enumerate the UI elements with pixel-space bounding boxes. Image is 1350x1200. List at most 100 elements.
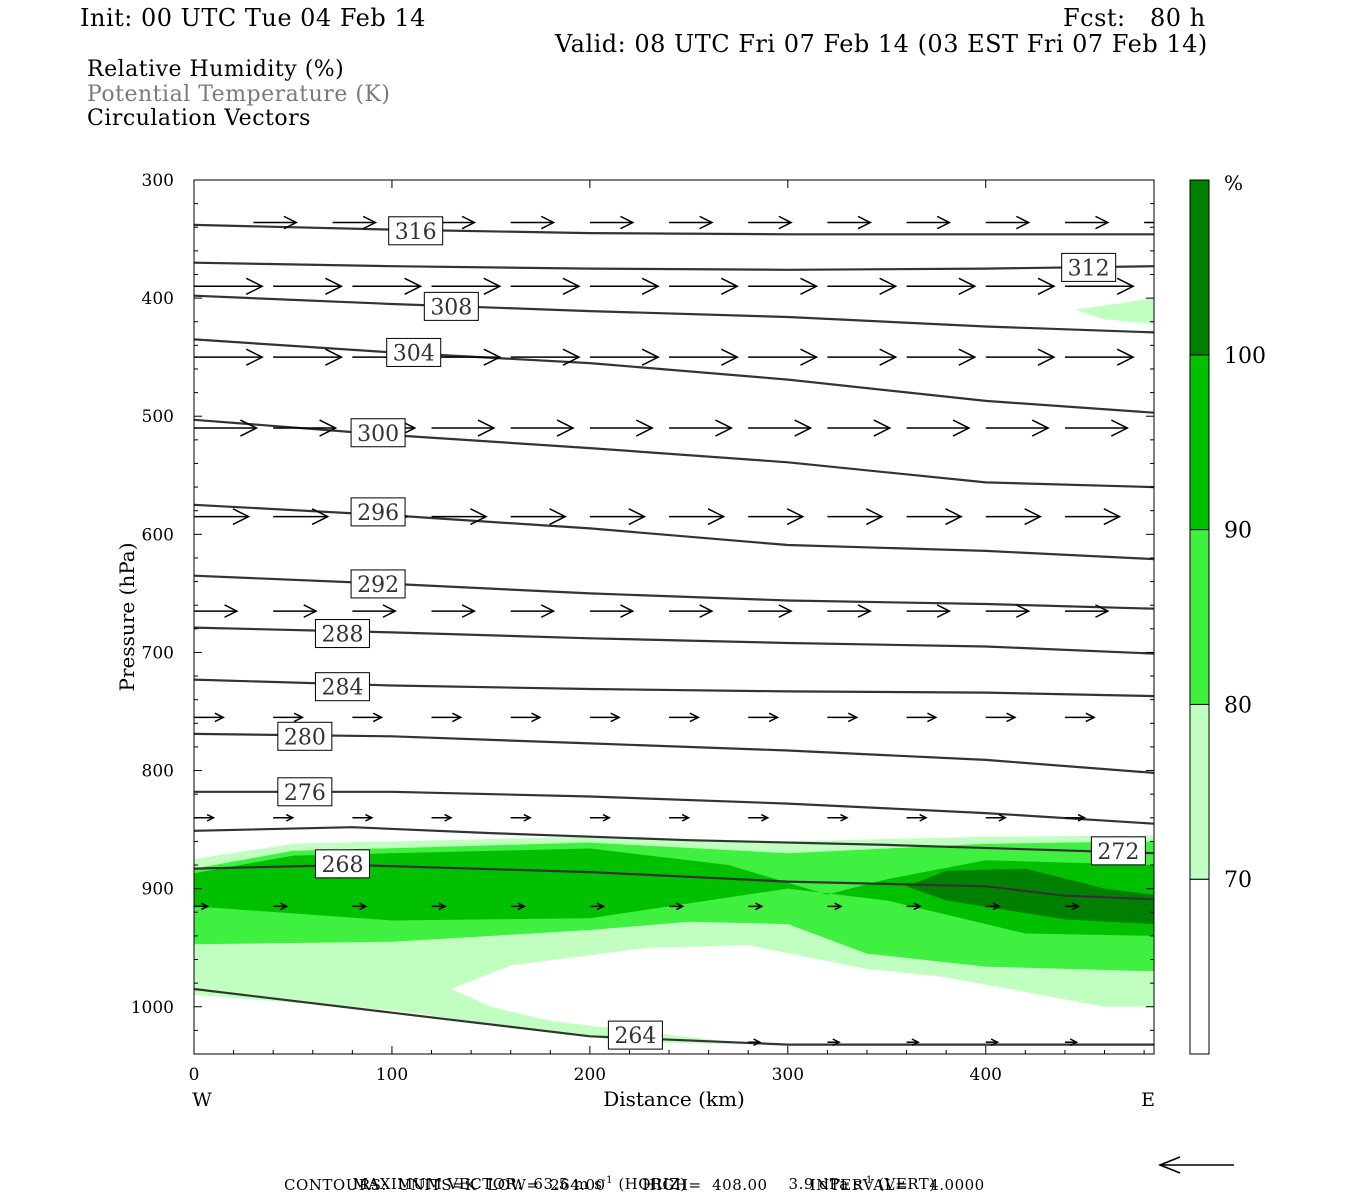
y-tick-label: 500 (142, 407, 174, 427)
circulation-vector (431, 813, 453, 822)
circulation-vector (906, 215, 952, 230)
vector-head (919, 813, 928, 822)
vector-head (778, 215, 793, 230)
vector-head (681, 813, 691, 822)
max-vector-horiz: MAXIMUM VECTOR: 63.5 m s (352, 1175, 603, 1193)
circulation-vector (352, 604, 397, 618)
circulation-vector (748, 1038, 762, 1047)
circulation-vector (273, 508, 330, 526)
theta-contour-304 (194, 338, 1154, 414)
circulation-vector (748, 813, 770, 822)
vector-head (283, 215, 298, 230)
vector-head (720, 277, 739, 295)
vector-head (325, 277, 344, 295)
circulation-vector (589, 712, 621, 723)
circulation-vector (1064, 277, 1135, 295)
circulation-vector (431, 902, 447, 911)
circulation-vector (906, 419, 971, 437)
circulation-vector (827, 813, 849, 822)
circulation-vector (669, 604, 714, 618)
circulation-vector (827, 419, 892, 437)
field-vectors-label: Circulation Vectors (87, 106, 311, 131)
vector-head (1071, 902, 1081, 911)
vector-head (1116, 348, 1135, 366)
circulation-vector (748, 508, 805, 526)
vector-head (786, 508, 805, 526)
vector-head (1095, 215, 1110, 230)
vector-head (1037, 277, 1056, 295)
theta-label-276: 276 (277, 777, 333, 807)
theta-label-box (277, 777, 333, 807)
theta-label-box (388, 216, 444, 246)
vector-head (245, 348, 264, 366)
vector-head (832, 1038, 841, 1047)
vector-head (596, 902, 606, 911)
circulation-vector (194, 419, 259, 437)
theta-label-text: 264 (614, 1024, 656, 1049)
circulation-vector (194, 712, 225, 723)
circulation-vector (589, 813, 612, 822)
theta-label-text: 296 (357, 501, 399, 526)
vector-head (1077, 813, 1087, 822)
max-vector-text: MAXIMUM VECTOR: 63.5 m s-1 (HORIZ) (342, 1157, 687, 1193)
circulation-vector (352, 277, 423, 295)
contour-info: CONTOURS: UNITS=K LOW= 264.00 HIGH= 408.… (284, 1176, 985, 1194)
circulation-vector (985, 1038, 1000, 1047)
vector-head (365, 813, 374, 822)
theta-label-272: 272 (1090, 836, 1146, 866)
vector-head (620, 215, 635, 230)
circulation-vector (827, 508, 884, 526)
vector-head (1031, 419, 1050, 437)
colorbar-segment (1189, 878, 1210, 1055)
circulation-vector (669, 508, 726, 526)
theta-label-text: 276 (284, 781, 326, 806)
circulation-vector (1064, 419, 1130, 437)
theta-label-box (1090, 836, 1146, 866)
circulation-vector (1064, 215, 1110, 230)
vector-head (359, 902, 368, 911)
vector-head (549, 508, 567, 526)
circulation-vector (194, 348, 264, 366)
circulation-vector (1064, 712, 1096, 723)
circulation-vector (985, 604, 1031, 618)
reference-vector-arrow (1157, 1156, 1234, 1174)
vector-head (470, 508, 488, 526)
circulation-vector (1064, 508, 1122, 526)
vector-head (755, 902, 764, 911)
circulation-vector (510, 604, 556, 618)
vector-head (517, 902, 527, 911)
vector-head (232, 508, 251, 526)
theta-contour-316 (194, 223, 1154, 236)
circulation-vector (273, 902, 289, 911)
vector-head (873, 419, 892, 437)
vector-head (699, 215, 714, 230)
vector-head (1015, 215, 1031, 230)
vector-head (325, 348, 344, 366)
vector-head (293, 712, 305, 723)
y-tick-label: 700 (142, 643, 174, 663)
theta-label-264: 264 (607, 1020, 663, 1050)
theta-contour-272 (194, 826, 1154, 855)
y-tick-label: 900 (142, 880, 174, 900)
rh-colorbar: 70 80 90 100% (1189, 171, 1266, 1055)
colorbar-unit: % (1224, 171, 1243, 195)
circulation-vector (431, 348, 502, 366)
init-time: Init: 00 UTC Tue 04 Feb 14 (80, 4, 426, 32)
circulation-vector (194, 508, 251, 526)
circulation-vector (1064, 1038, 1079, 1047)
x-end-label-west: W (192, 1089, 212, 1111)
circulation-vector (827, 712, 859, 723)
circulation-vector (748, 277, 819, 295)
max-vector-vert-label: (VERT) (878, 1175, 936, 1193)
vector-head (952, 419, 971, 437)
circulation-vector (669, 902, 685, 911)
vector-head (675, 902, 685, 911)
contour-label-layer: 316 312 308 304 300 296 292 288 284 280 276 272 268 2… (277, 216, 1146, 1050)
vector-head (1085, 712, 1096, 723)
vector-head (635, 419, 654, 437)
circulation-vector (985, 813, 1007, 822)
theta-label-288: 288 (314, 619, 370, 649)
circulation-vector (589, 348, 660, 366)
valid-time: Valid: 08 UTC Fri 07 Feb 14 (03 EST Fri … (555, 30, 1208, 58)
circulation-vector (352, 712, 384, 723)
